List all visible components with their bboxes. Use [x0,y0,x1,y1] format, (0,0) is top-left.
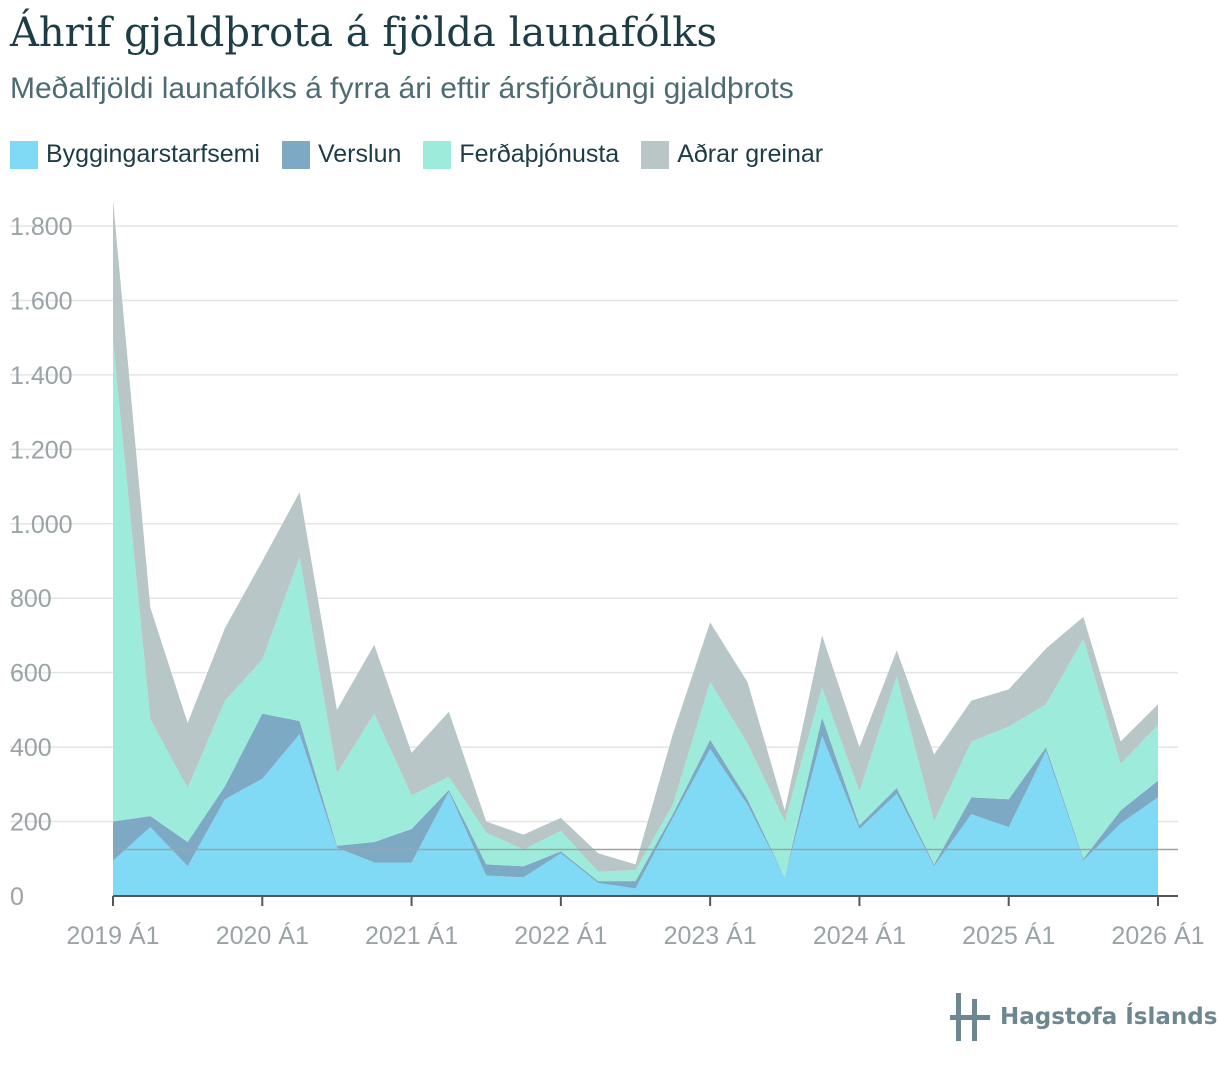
legend-item-verslun[interactable]: Verslun [281,140,402,169]
area-series-Aðrar greinar [113,199,1158,872]
hagstofa-logo-icon [950,993,990,1041]
x-tick-label: 2020 Á1 [216,921,309,950]
legend-label: Byggingarstarfsemi [46,140,260,168]
y-tick-label: 1.800 [10,213,73,241]
y-tick-label: 1.400 [10,362,73,390]
legend-label: Aðrar greinar [677,140,824,168]
x-tick-label: 2021 Á1 [365,921,458,950]
y-tick-label: 600 [10,660,52,688]
x-tick-label: 2026 Á1 [1111,921,1204,950]
y-tick-label: 0 [10,883,24,911]
legend-swatch [10,140,38,169]
brand-name: Hagstofa Íslands [1000,1004,1218,1030]
x-tick-label: 2025 Á1 [962,921,1055,950]
brand-logo: Hagstofa Íslands [950,993,1217,1041]
y-tick-label: 400 [10,734,52,762]
legend-item-ferdathjonusta[interactable]: Ferðaþjónusta [423,140,619,169]
x-tick-label: 2023 Á1 [664,921,757,950]
y-tick-label: 1.000 [10,511,73,539]
legend-swatch [641,140,670,169]
legend-item-adrar-greinar[interactable]: Aðrar greinar [641,140,823,169]
chart-legend: Byggingarstarfsemi Verslun Ferðaþjónusta… [10,140,845,169]
y-tick-label: 1.200 [10,436,73,464]
legend-label: Ferðaþjónusta [459,140,620,168]
area-series-Ferðaþjónusta [113,341,1158,882]
legend-swatch [423,140,452,169]
legend-item-byggingarstarfsemi[interactable]: Byggingarstarfsemi [10,140,260,169]
x-tick-label: 2024 Á1 [813,921,906,950]
chart-subtitle: Meðalfjöldi launafólks á fyrra ári eftir… [10,72,794,105]
x-tick-label: 2022 Á1 [514,921,607,950]
chart-title: Áhrif gjaldþrota á fjölda launafólks [10,10,718,56]
y-tick-label: 200 [10,809,52,837]
x-tick-label: 2019 Á1 [66,921,159,950]
legend-swatch [281,140,310,169]
area-series-Verslun [113,713,1158,889]
area-series-Byggingarstarfsemi [113,734,1158,896]
y-tick-label: 800 [10,585,52,613]
y-tick-label: 1.600 [10,287,73,315]
legend-label: Verslun [317,140,402,168]
